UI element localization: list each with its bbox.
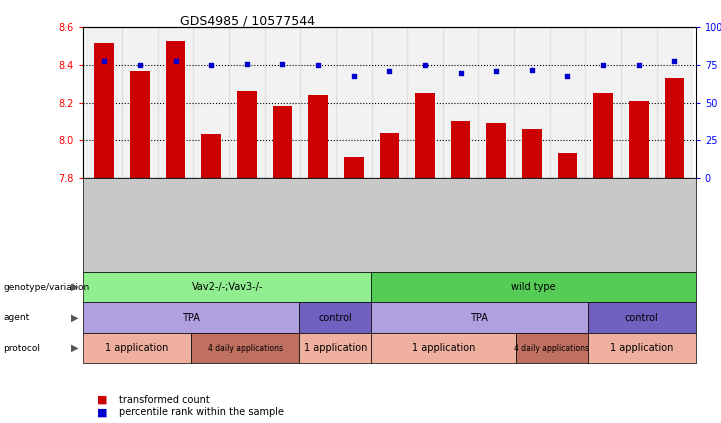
Point	[455, 69, 466, 76]
Bar	[336, 27, 371, 178]
Bar	[522, 129, 541, 178]
Text: ■: ■	[97, 407, 108, 418]
Point	[99, 57, 110, 64]
Bar	[558, 153, 578, 178]
Bar	[443, 27, 479, 178]
Point	[277, 60, 288, 67]
Point	[490, 68, 502, 74]
Text: 4 daily applications: 4 daily applications	[208, 343, 283, 353]
Point	[419, 62, 430, 69]
Text: TPA: TPA	[182, 313, 200, 323]
Point	[348, 72, 360, 79]
Point	[598, 62, 609, 69]
Text: 1 application: 1 application	[105, 343, 169, 353]
Bar	[344, 157, 363, 178]
Bar	[201, 135, 221, 178]
Bar	[665, 78, 684, 178]
Bar	[237, 91, 257, 178]
Bar	[379, 133, 399, 178]
Point	[526, 66, 538, 73]
Bar	[593, 93, 613, 178]
Text: control: control	[319, 313, 352, 323]
Bar	[479, 27, 514, 178]
Text: control: control	[625, 313, 658, 323]
Point	[169, 57, 181, 64]
Bar	[300, 27, 336, 178]
Text: TPA: TPA	[471, 313, 488, 323]
Bar	[87, 27, 122, 178]
Point	[562, 72, 573, 79]
Text: percentile rank within the sample: percentile rank within the sample	[119, 407, 284, 418]
Point	[384, 68, 395, 74]
Bar	[130, 71, 150, 178]
Bar	[451, 121, 470, 178]
Text: agent: agent	[4, 313, 30, 322]
Point	[134, 62, 146, 69]
Bar	[309, 95, 328, 178]
Bar	[265, 27, 300, 178]
Text: GDS4985 / 10577544: GDS4985 / 10577544	[180, 15, 315, 28]
Bar	[273, 106, 292, 178]
Text: ■: ■	[97, 395, 108, 405]
Point	[668, 57, 680, 64]
Text: Vav2-/-;Vav3-/-: Vav2-/-;Vav3-/-	[192, 282, 262, 292]
Bar	[371, 27, 407, 178]
Text: 4 daily applications: 4 daily applications	[514, 343, 589, 353]
Bar	[415, 93, 435, 178]
Bar	[514, 27, 549, 178]
Text: protocol: protocol	[4, 343, 40, 353]
Text: 1 application: 1 application	[412, 343, 475, 353]
Bar	[629, 101, 649, 178]
Point	[633, 62, 645, 69]
Bar	[585, 27, 621, 178]
Bar	[487, 123, 506, 178]
Text: 1 application: 1 application	[304, 343, 367, 353]
Bar	[657, 27, 692, 178]
Text: ▶: ▶	[71, 343, 78, 353]
Bar	[193, 27, 229, 178]
Text: ▶: ▶	[71, 313, 78, 323]
Bar	[122, 27, 158, 178]
Bar	[166, 41, 185, 178]
Text: wild type: wild type	[511, 282, 556, 292]
Text: genotype/variation: genotype/variation	[4, 283, 90, 292]
Bar	[229, 27, 265, 178]
Bar	[621, 27, 657, 178]
Point	[312, 62, 324, 69]
Point	[205, 62, 217, 69]
Bar	[407, 27, 443, 178]
Text: 1 application: 1 application	[610, 343, 673, 353]
Point	[241, 60, 252, 67]
Text: transformed count: transformed count	[119, 395, 210, 405]
Bar	[158, 27, 193, 178]
Bar	[94, 43, 114, 178]
Bar	[549, 27, 585, 178]
Text: ▶: ▶	[71, 282, 78, 292]
